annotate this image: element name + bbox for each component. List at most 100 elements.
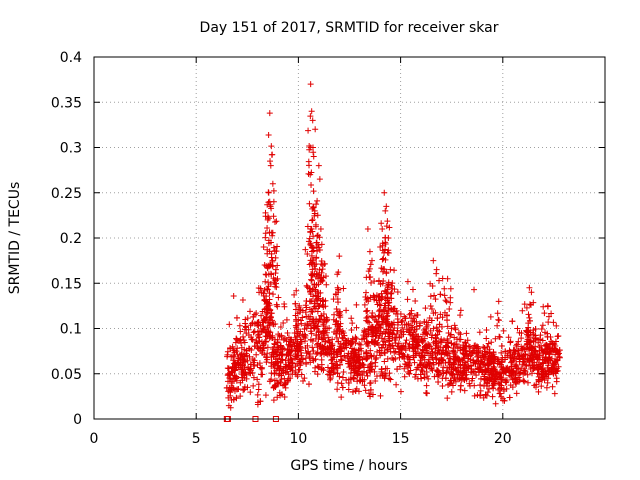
data-point [253, 337, 260, 344]
data-point [260, 342, 267, 349]
data-point [353, 335, 360, 342]
data-point [467, 343, 474, 350]
data-point [262, 338, 269, 345]
data-point [306, 316, 313, 323]
data-point [521, 346, 528, 353]
data-point [281, 381, 288, 388]
data-point [314, 371, 321, 378]
data-point [476, 364, 483, 371]
data-point-peak [382, 207, 389, 214]
data-point [260, 292, 267, 299]
data-point [368, 366, 375, 373]
data-point [407, 322, 414, 329]
data-point [480, 361, 487, 368]
data-point [248, 336, 255, 343]
data-point [239, 377, 246, 384]
data-point [551, 390, 558, 397]
data-point [545, 313, 552, 320]
data-point [256, 334, 263, 341]
data-point [361, 327, 368, 334]
data-point [482, 391, 489, 398]
data-point [412, 348, 419, 355]
data-point [240, 337, 247, 344]
data-point [281, 375, 288, 382]
data-point [246, 366, 253, 373]
data-point [393, 381, 400, 388]
data-point [436, 321, 443, 328]
data-point [251, 320, 258, 327]
data-point [309, 266, 316, 273]
data-point [325, 334, 332, 341]
data-point [389, 306, 396, 313]
data-point [348, 353, 355, 360]
data-point [268, 143, 275, 150]
data-point [383, 270, 390, 277]
data-point [258, 365, 265, 372]
data-point [337, 347, 344, 354]
data-point [389, 355, 396, 362]
data-point [308, 252, 315, 259]
data-point [321, 332, 328, 339]
data-point [314, 197, 321, 204]
data-point [269, 257, 276, 264]
x-tick-label: 15 [392, 431, 410, 447]
data-point [340, 285, 347, 292]
data-point [375, 308, 382, 315]
data-point [384, 355, 391, 362]
data-point [417, 357, 424, 364]
data-point [367, 261, 374, 268]
data-point [307, 113, 314, 120]
data-point [391, 305, 398, 312]
data-point [348, 363, 355, 370]
data-point [429, 367, 436, 374]
data-point [535, 388, 542, 395]
data-point [432, 296, 439, 303]
data-point [310, 204, 317, 211]
y-tick-label: 0 [73, 412, 82, 428]
data-point [365, 342, 372, 349]
data-point [455, 329, 462, 336]
data-point [536, 344, 543, 351]
data-point [547, 340, 554, 347]
data-point [254, 401, 261, 408]
data-point [386, 370, 393, 377]
data-point [457, 336, 464, 343]
data-point [435, 378, 442, 385]
data-point [293, 287, 300, 294]
data-point [253, 351, 260, 358]
data-point [405, 362, 412, 369]
data-point [513, 380, 520, 387]
data-point [483, 392, 490, 399]
data-point [333, 306, 340, 313]
data-point [462, 339, 469, 346]
data-point [254, 391, 261, 398]
data-point [229, 364, 236, 371]
data-point [267, 270, 274, 277]
data-point [550, 365, 557, 372]
data-point [534, 370, 541, 377]
data-point [442, 349, 449, 356]
data-point [314, 349, 321, 356]
data-point [306, 285, 313, 292]
data-point [432, 335, 439, 342]
data-point-peak [319, 262, 326, 269]
data-point [313, 296, 320, 303]
data-point [466, 348, 473, 355]
data-point [402, 360, 409, 367]
data-point [389, 331, 396, 338]
data-point [267, 158, 274, 165]
data-point [312, 303, 319, 310]
data-point [455, 357, 462, 364]
data-point [292, 300, 299, 307]
data-point [284, 377, 291, 384]
data-point [314, 232, 321, 239]
data-point [430, 325, 437, 332]
data-point [247, 308, 254, 315]
data-point [310, 245, 317, 252]
data-point [530, 337, 537, 344]
data-point [308, 277, 315, 284]
data-point [308, 182, 315, 189]
data-point [300, 333, 307, 340]
data-point [421, 318, 428, 325]
data-point [446, 306, 453, 313]
